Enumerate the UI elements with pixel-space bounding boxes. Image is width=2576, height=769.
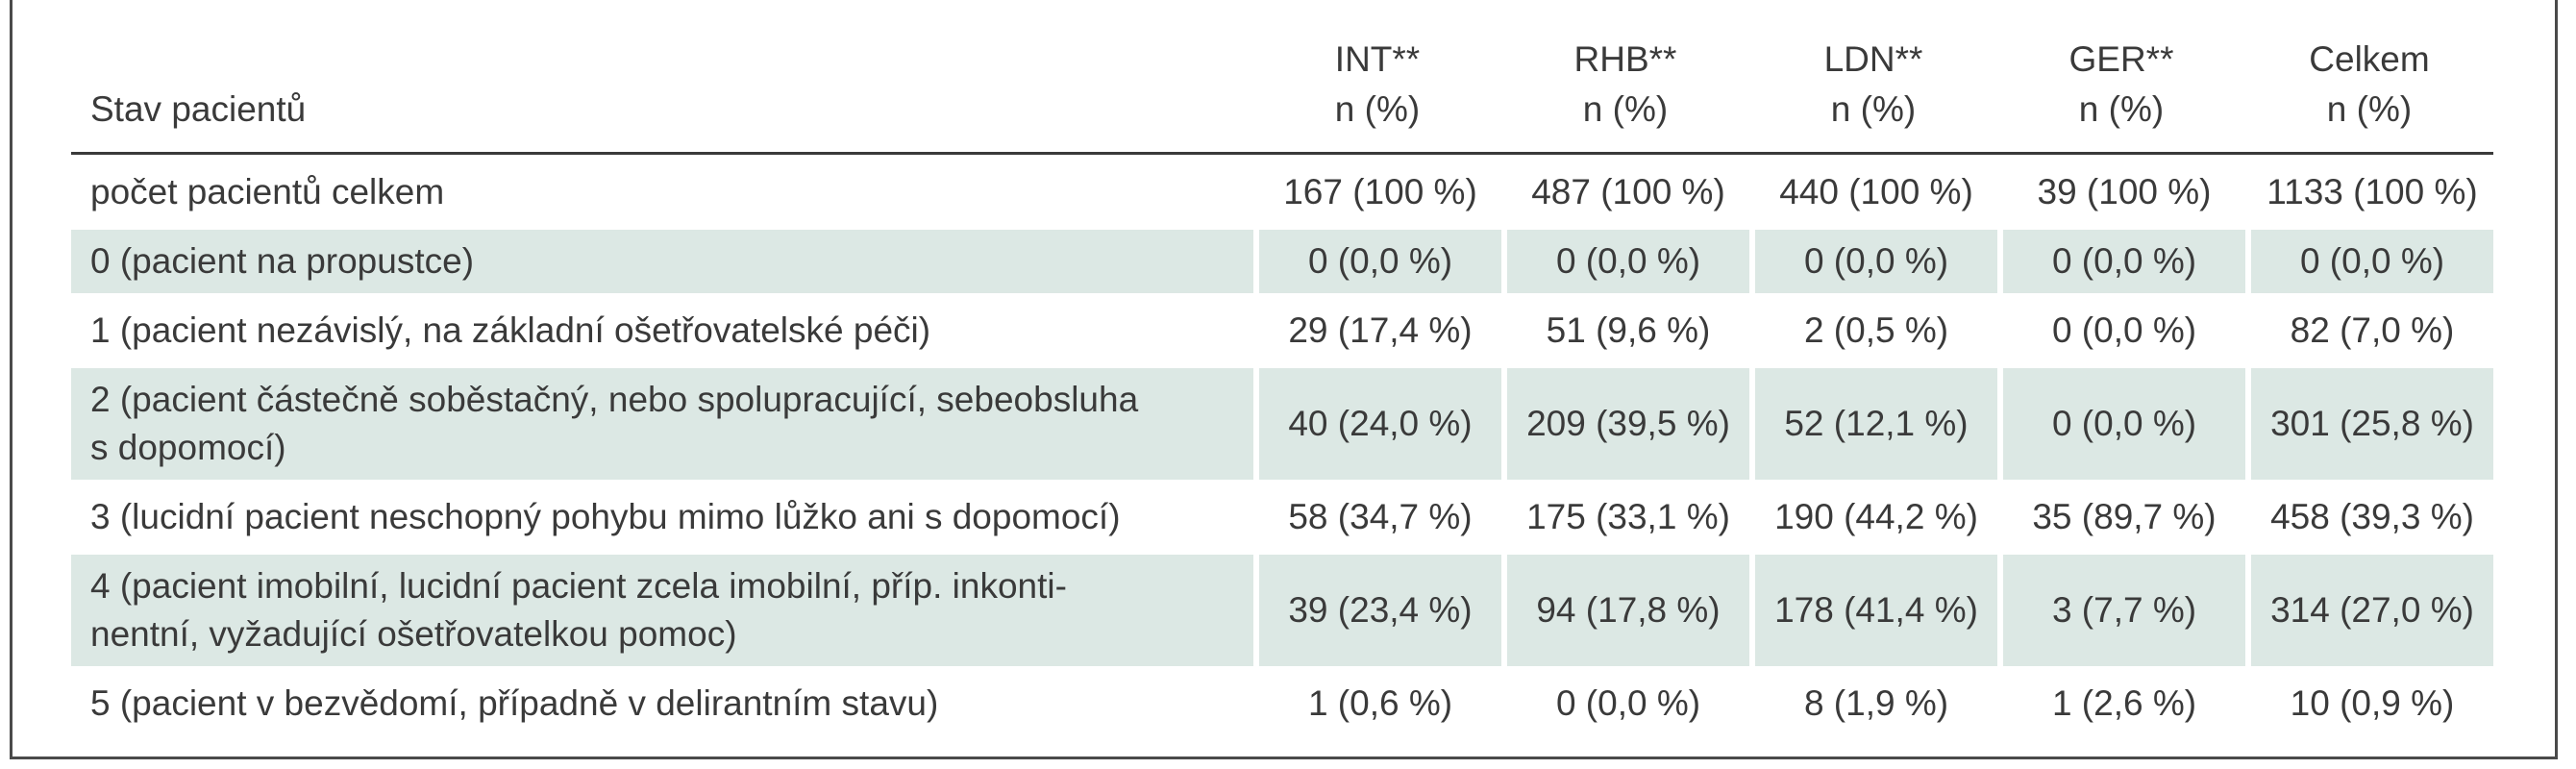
header-rhb-unit: n (%) [1582, 89, 1669, 129]
header-rhb: RHB** n (%) [1501, 35, 1749, 155]
header-rhb-name: RHB** [1573, 39, 1677, 79]
cell-ger: 1 (2,6 %) [1997, 672, 2245, 735]
cell-ldn: 8 (1,9 %) [1749, 672, 1997, 735]
row-label: 5 (pacient v bezvědomí, případně v delir… [90, 683, 939, 723]
cell-int: 0 (0,0 %) [1253, 230, 1501, 293]
header-total-unit: n (%) [2326, 89, 2413, 129]
cell-int: 58 (34,7 %) [1253, 485, 1501, 549]
row-label: 0 (pacient na propustce) [71, 230, 1253, 293]
cell-rhb: 94 (17,8 %) [1501, 555, 1749, 666]
header-total: Celkem n (%) [2245, 35, 2493, 155]
row-label: 1 (pacient nezávislý, na základní ošetřo… [90, 310, 931, 350]
row-label-line: s dopomocí) [90, 428, 286, 467]
row-label: 4 (pacient imobilní, lucidní pacient zce… [71, 555, 1253, 666]
cell-ldn: 0 (0,0 %) [1749, 230, 1997, 293]
cell-total: 82 (7,0 %) [2245, 299, 2493, 362]
header-ger-unit: n (%) [2078, 89, 2165, 129]
cell-ldn: 440 (100 %) [1749, 161, 1997, 224]
header-label: Stav pacientů [71, 35, 1253, 155]
row-label-line: nentní, vyžadující ošetřovatelkou pomoc) [90, 614, 737, 654]
patient-status-table: Stav pacientů INT** n (%) RHB** n (%) LD… [71, 29, 2493, 741]
row-label: 3 (lucidní pacient neschopný pohybu mimo… [90, 497, 1121, 536]
cell-rhb: 175 (33,1 %) [1501, 485, 1749, 549]
header-int-unit: n (%) [1334, 89, 1421, 129]
header-ger: GER** n (%) [1997, 35, 2245, 155]
table-row: 0 (pacient na propustce) 0 (0,0 %) 0 (0,… [71, 230, 2493, 293]
cell-rhb: 0 (0,0 %) [1501, 230, 1749, 293]
cell-ldn: 52 (12,1 %) [1749, 368, 1997, 480]
header-int-name: INT** [1334, 39, 1421, 79]
row-label: 2 (pacient částečně soběstačný, nebo spo… [71, 368, 1253, 480]
cell-total: 1133 (100 %) [2245, 161, 2493, 224]
cell-ger: 0 (0,0 %) [1997, 368, 2245, 480]
cell-rhb: 51 (9,6 %) [1501, 299, 1749, 362]
cell-total: 0 (0,0 %) [2245, 230, 2493, 293]
cell-int: 39 (23,4 %) [1253, 555, 1501, 666]
cell-int: 29 (17,4 %) [1253, 299, 1501, 362]
header-ldn-unit: n (%) [1830, 89, 1917, 129]
table-row: 1 (pacient nezávislý, na základní ošetřo… [71, 299, 2493, 362]
cell-int: 167 (100 %) [1253, 161, 1501, 224]
table-row: 5 (pacient v bezvědomí, případně v delir… [71, 672, 2493, 735]
row-label-line: 4 (pacient imobilní, lucidní pacient zce… [90, 566, 1067, 606]
row-label-line: 2 (pacient částečně soběstačný, nebo spo… [90, 380, 1139, 419]
cell-rhb: 209 (39,5 %) [1501, 368, 1749, 480]
row-label: počet pacientů celkem [90, 172, 445, 211]
header-ldn-name: LDN** [1823, 39, 1923, 79]
cell-int: 40 (24,0 %) [1253, 368, 1501, 480]
cell-ldn: 190 (44,2 %) [1749, 485, 1997, 549]
cell-ger: 3 (7,7 %) [1997, 555, 2245, 666]
cell-total: 10 (0,9 %) [2245, 672, 2493, 735]
header-total-name: Celkem [2309, 39, 2430, 79]
cell-total: 314 (27,0 %) [2245, 555, 2493, 666]
cell-ldn: 178 (41,4 %) [1749, 555, 1997, 666]
table-row: počet pacientů celkem 167 (100 %) 487 (1… [71, 161, 2493, 224]
cell-total: 458 (39,3 %) [2245, 485, 2493, 549]
cell-ger: 0 (0,0 %) [1997, 230, 2245, 293]
cell-ger: 39 (100 %) [1997, 161, 2245, 224]
cell-ldn: 2 (0,5 %) [1749, 299, 1997, 362]
header-ldn: LDN** n (%) [1749, 35, 1997, 155]
table-frame [10, 0, 2558, 759]
cell-ger: 35 (89,7 %) [1997, 485, 2245, 549]
table-row: 4 (pacient imobilní, lucidní pacient zce… [71, 555, 2493, 666]
table-row: 2 (pacient částečně soběstačný, nebo spo… [71, 368, 2493, 480]
cell-rhb: 0 (0,0 %) [1501, 672, 1749, 735]
cell-rhb: 487 (100 %) [1501, 161, 1749, 224]
table-header-row: Stav pacientů INT** n (%) RHB** n (%) LD… [71, 35, 2493, 155]
header-ger-name: GER** [2068, 39, 2174, 79]
cell-ger: 0 (0,0 %) [1997, 299, 2245, 362]
cell-total: 301 (25,8 %) [2245, 368, 2493, 480]
table-row: 3 (lucidní pacient neschopný pohybu mimo… [71, 485, 2493, 549]
cell-int: 1 (0,6 %) [1253, 672, 1501, 735]
header-int: INT** n (%) [1253, 35, 1501, 155]
